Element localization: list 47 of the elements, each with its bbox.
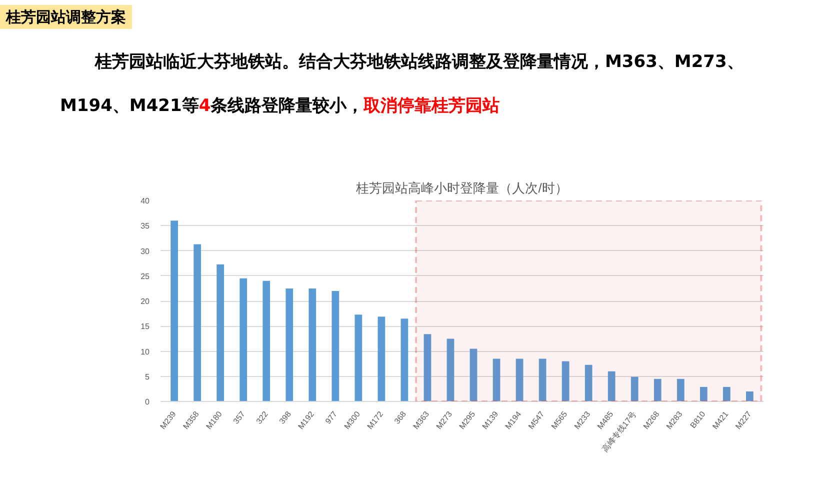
x-tick-label: 398 — [278, 409, 294, 426]
text: 取消停靠桂芳园站 — [364, 96, 500, 116]
y-tick-label: 10 — [140, 347, 150, 356]
bar — [286, 288, 294, 402]
text: 桂芳园站临近大芬地铁站。结合大芬地铁站线路调整及登降量情况，M363、M273、 — [95, 52, 744, 72]
text: 桂芳园站调整方案 — [0, 5, 132, 29]
bar — [216, 264, 224, 402]
y-tick-label: 5 — [145, 372, 150, 382]
bar — [424, 334, 432, 402]
bar — [700, 386, 708, 402]
bar — [354, 314, 362, 402]
y-tick-label: 40 — [140, 196, 150, 206]
bar — [308, 288, 316, 402]
bar — [262, 280, 270, 402]
bar — [608, 371, 616, 402]
x-tick-label: 368 — [392, 409, 408, 426]
y-tick-label: 0 — [145, 398, 150, 406]
x-tick-label: 977 — [324, 409, 340, 426]
y-tick-label: 30 — [140, 246, 150, 256]
bar — [538, 358, 546, 402]
text: 4 — [198, 96, 211, 116]
text: M194、M421等 — [60, 96, 199, 116]
bar — [584, 364, 592, 402]
y-tick-label: 15 — [140, 322, 150, 332]
y-tick-label: 35 — [140, 222, 150, 231]
bar — [170, 220, 178, 402]
bar — [722, 386, 730, 402]
x-tick-label: 322 — [254, 409, 270, 426]
bar — [194, 244, 202, 402]
x-tick-label: 357 — [232, 409, 248, 426]
y-tick-label: 25 — [140, 272, 150, 281]
bar — [676, 378, 684, 402]
bar — [492, 358, 500, 402]
bar — [240, 278, 248, 402]
y-tick-label: 20 — [140, 297, 150, 306]
bar — [630, 376, 638, 402]
bar — [562, 361, 570, 402]
bar — [332, 290, 340, 402]
bar — [446, 338, 454, 402]
bar — [746, 391, 754, 402]
bar — [654, 378, 662, 402]
bar — [516, 358, 524, 402]
bar — [470, 348, 478, 402]
bar — [400, 318, 408, 402]
bar — [378, 316, 386, 402]
text: 条线路登降量较小， — [210, 96, 364, 116]
chart-title: 桂芳园站高峰小时登降量（人次/时） — [355, 180, 568, 196]
